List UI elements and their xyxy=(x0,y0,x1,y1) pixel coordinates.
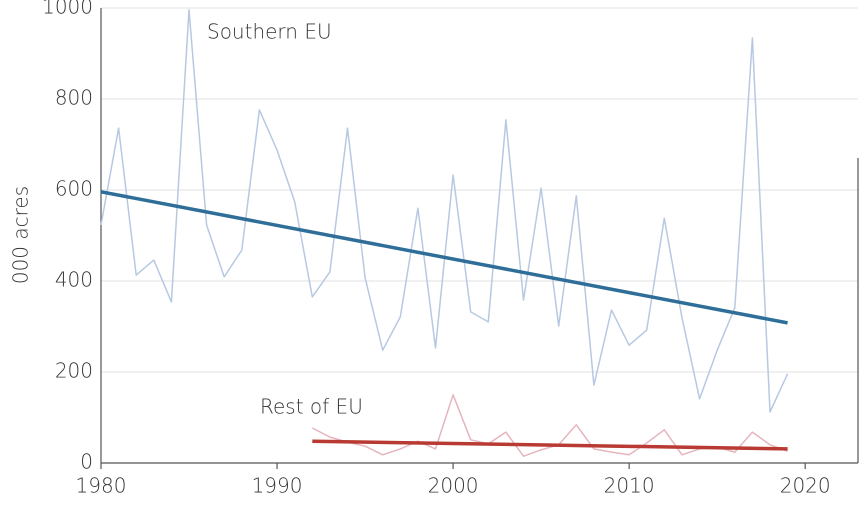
y-tick-label: 600 xyxy=(55,177,93,201)
series-label: Southern EU xyxy=(207,20,332,44)
y-axis-label: 000 acres xyxy=(9,186,33,284)
y-tick-label: 200 xyxy=(55,359,93,383)
series-line xyxy=(100,190,788,325)
x-tick-label: 1990 xyxy=(252,474,303,498)
y-tick-label: 1000 xyxy=(42,0,93,19)
x-tick-label: 1980 xyxy=(76,474,127,498)
x-tick-label: 2010 xyxy=(604,474,655,498)
y-tick-label: 0 xyxy=(80,450,93,474)
y-tick-label: 400 xyxy=(55,268,93,292)
x-tick-label: 2020 xyxy=(780,474,831,498)
series-label: Rest of EU xyxy=(260,395,363,419)
series-line xyxy=(100,9,789,413)
x-tick-label: 2000 xyxy=(428,474,479,498)
series-line xyxy=(312,439,788,451)
y-tick-label: 800 xyxy=(55,86,93,110)
